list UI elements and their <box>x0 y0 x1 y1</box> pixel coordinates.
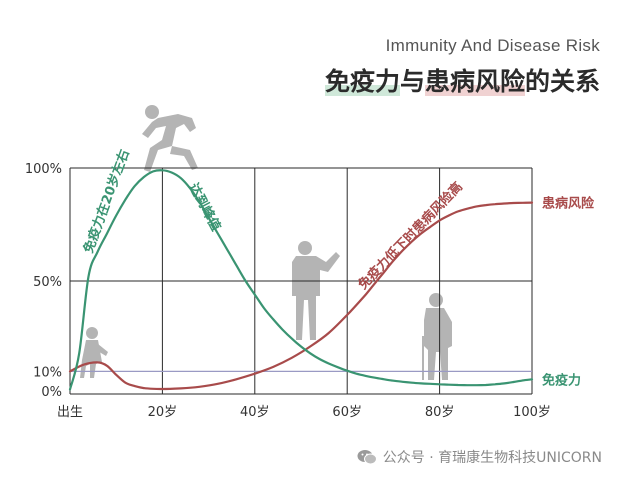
title-part-relation: 的关系 <box>524 67 600 96</box>
adult-figure <box>292 241 340 340</box>
x-tick-label: 100岁 <box>513 405 551 420</box>
title-part-and: 与 <box>399 67 425 96</box>
series-label-risk: 患病风险 <box>542 196 595 212</box>
y-tick-label: 50% <box>33 275 62 290</box>
silhouette-layer <box>80 105 452 380</box>
wechat-icon <box>357 450 377 465</box>
series-line-immunity <box>68 169 534 391</box>
watermark-text: 公众号 · 育瑞康生物科技UNICORN <box>382 450 602 466</box>
x-tick-label: 80岁 <box>425 405 455 420</box>
title-part-risk: 患病风险 <box>424 67 525 96</box>
y-tick-label: 100% <box>25 162 62 177</box>
annotation-risk-rising: 免疫力低下时患病风险高 <box>355 179 466 293</box>
x-tick-label: 出生 <box>57 405 83 420</box>
grid-layer <box>69 167 533 395</box>
title-part-immunity: 免疫力 <box>324 67 400 96</box>
x-tick-label: 60岁 <box>332 405 362 420</box>
series-layer <box>68 169 534 391</box>
baby-figure <box>80 327 108 378</box>
running-figure <box>142 105 198 172</box>
watermark: 公众号 · 育瑞康生物科技UNICORN <box>357 447 602 467</box>
chart-title: 免疫力与患病风险的关系 <box>324 62 600 98</box>
annotation-immunity-peak: 达到峰值 <box>185 180 224 233</box>
x-tick-label: 40岁 <box>240 405 270 420</box>
axis-labels: 出生 20岁 40岁 60岁 80岁 100岁 0% 10% 50% 100% <box>25 162 551 420</box>
y-tick-label: 10% <box>33 365 62 380</box>
elderly-figure <box>422 293 452 380</box>
series-line-risk <box>68 201 534 391</box>
chart-subtitle: Immunity And Disease Risk <box>385 36 600 55</box>
x-tick-label: 20岁 <box>148 405 178 420</box>
y-tick-label: 0% <box>41 385 62 400</box>
series-label-immunity: 免疫力 <box>542 372 581 388</box>
